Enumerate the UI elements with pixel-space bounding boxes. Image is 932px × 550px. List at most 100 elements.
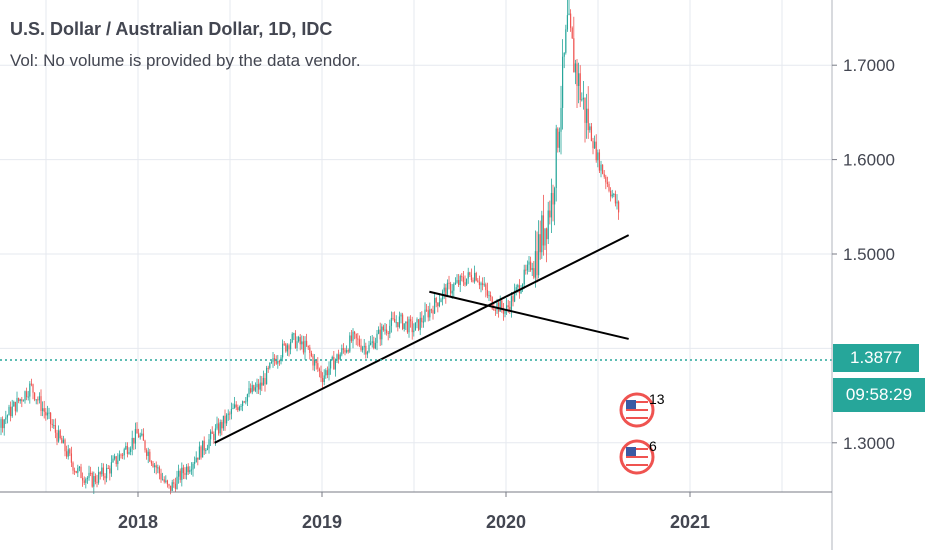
candle-body <box>406 321 409 333</box>
candle-body <box>70 453 73 463</box>
candle-body <box>3 419 5 429</box>
candle-body <box>390 317 393 326</box>
candle-body <box>336 354 338 361</box>
trendline <box>429 290 629 340</box>
candle-body <box>202 440 204 458</box>
candle-body <box>398 316 401 328</box>
candle-body <box>515 287 517 291</box>
candle-body <box>282 343 284 358</box>
candle-body <box>170 485 172 491</box>
candle-body <box>490 295 492 298</box>
candle-body <box>411 321 413 333</box>
candle-body <box>502 308 505 314</box>
candle-body <box>67 449 69 457</box>
candle-body <box>355 333 357 339</box>
candle-body <box>46 412 49 416</box>
candle-body <box>181 467 183 480</box>
candle-body <box>461 276 463 278</box>
candle-body <box>197 457 199 460</box>
candle-body <box>0 419 2 428</box>
flag-stripe <box>626 401 648 403</box>
candle-body <box>261 382 263 386</box>
candle-body <box>83 480 85 483</box>
volume-note: Vol: No volume is provided by the data v… <box>10 51 361 70</box>
candle-body <box>251 385 253 393</box>
candle-body <box>554 188 556 205</box>
candle-body <box>395 322 397 324</box>
candle-body <box>186 466 188 475</box>
candle-body <box>318 368 321 371</box>
event-markers[interactable]: 13 6 <box>619 391 665 475</box>
candle-body <box>26 391 28 398</box>
candle-body <box>458 280 460 285</box>
y-tick-label: 1.3000 <box>843 434 895 453</box>
candle-body <box>510 296 513 311</box>
candle-body <box>198 446 201 460</box>
candle-body <box>226 414 228 424</box>
candle-body <box>120 454 122 456</box>
candle-body <box>98 472 100 483</box>
candle-body <box>302 341 305 353</box>
candle-body <box>472 280 474 282</box>
candle-body <box>453 284 455 291</box>
candle-body <box>152 463 154 467</box>
candle-body <box>205 450 207 452</box>
candle-body <box>128 451 130 454</box>
candle-body <box>408 319 410 333</box>
candle-body <box>246 394 249 402</box>
candle-body <box>147 451 149 456</box>
candle-body <box>141 433 143 436</box>
candle-body <box>18 397 20 402</box>
candle-body <box>522 284 524 290</box>
y-tick-label: 1.7000 <box>843 56 895 75</box>
us-flag-icon[interactable]: 6 <box>619 438 657 475</box>
candle-body <box>410 319 412 322</box>
candle-body <box>421 317 423 323</box>
candle-body <box>74 470 76 472</box>
candle-body <box>286 345 289 352</box>
flag-stripe <box>626 417 648 419</box>
candle-body <box>307 345 309 348</box>
candle-body <box>256 384 258 388</box>
candle-body <box>528 261 530 265</box>
candle-body <box>616 201 618 204</box>
candle-body <box>179 470 181 480</box>
candle-body <box>165 480 167 482</box>
candle-body <box>378 329 380 334</box>
candle-body <box>40 396 42 412</box>
candle-body <box>213 433 215 440</box>
candle-body <box>283 343 285 345</box>
candle-body <box>418 319 420 330</box>
candle-body <box>218 423 220 434</box>
candle-body <box>155 465 157 468</box>
candle-body <box>558 131 561 148</box>
us-flag-icon[interactable]: 13 <box>619 391 665 428</box>
candle-body <box>462 277 465 283</box>
flag-stripe <box>626 456 648 458</box>
candle-body <box>139 435 141 438</box>
candle-body <box>221 422 223 429</box>
candle-body <box>262 377 265 386</box>
candle-body <box>200 446 202 458</box>
candle-body <box>16 397 18 412</box>
candle-body <box>589 126 591 131</box>
candle-body <box>91 472 93 487</box>
trendline <box>214 234 630 444</box>
flag-canton <box>626 447 636 456</box>
candle-body <box>523 269 525 285</box>
candle-body <box>594 141 596 149</box>
candle-body <box>125 445 127 450</box>
price-candles <box>0 0 620 495</box>
candle-body <box>187 466 189 473</box>
candle-body <box>168 484 170 486</box>
candle-body <box>602 164 604 174</box>
candle-body <box>546 228 548 240</box>
candle-body <box>203 440 205 451</box>
candle-body <box>566 15 569 30</box>
candle-body <box>459 276 461 285</box>
candle-body <box>82 477 84 481</box>
candle-body <box>69 449 71 454</box>
candle-body <box>539 234 541 253</box>
candle-body <box>142 433 145 441</box>
